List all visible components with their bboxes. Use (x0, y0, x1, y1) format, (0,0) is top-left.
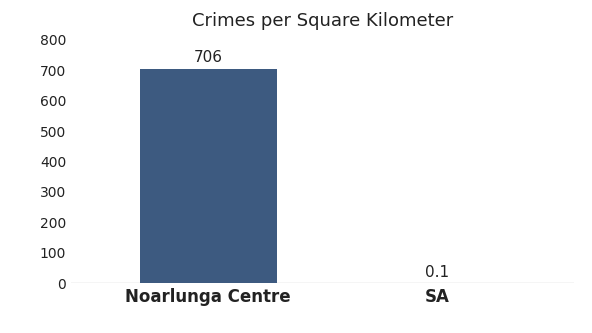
Bar (140, 69, 277, 283)
Text: 0.1: 0.1 (425, 265, 449, 280)
Title: Crimes per Square Kilometer: Crimes per Square Kilometer (192, 12, 453, 30)
Text: 706: 706 (194, 51, 223, 66)
